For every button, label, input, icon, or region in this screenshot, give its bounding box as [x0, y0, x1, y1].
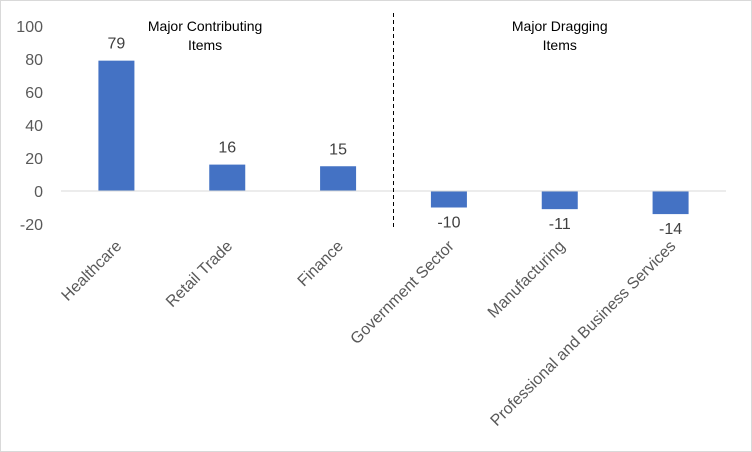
group-label-contributing-line2: Items	[188, 37, 222, 53]
data-label: 16	[218, 140, 236, 157]
bar-healthcare	[98, 60, 135, 192]
bar-government-sector	[430, 191, 467, 208]
data-label: -11	[549, 216, 571, 233]
category-label: Government Sector	[348, 237, 459, 348]
y-tick-label: 60	[25, 85, 43, 102]
category-label: Manufacturing	[485, 238, 569, 322]
data-label: -10	[437, 215, 460, 232]
y-tick-label: 100	[16, 19, 43, 36]
category-label: Finance	[295, 238, 347, 290]
group-label-dragging-line1: Major Dragging	[512, 18, 608, 34]
category-label: Healthcare	[59, 238, 126, 305]
category-label: Professional and Business Services	[488, 238, 680, 430]
data-label: 79	[108, 36, 126, 53]
bar-retail-trade	[209, 164, 246, 191]
group-label-dragging-line2: Items	[543, 37, 577, 53]
data-label: -14	[659, 221, 682, 238]
bar-professional-and-business-services	[652, 191, 689, 215]
y-tick-label: 0	[34, 184, 43, 201]
y-tick-label: 20	[25, 151, 43, 168]
y-axis: -20 0 20 40 60 80 100	[16, 19, 43, 234]
y-tick-label: -20	[20, 217, 43, 234]
data-label: 15	[329, 141, 347, 158]
category-labels: Healthcare Retail Trade Finance Government …	[59, 237, 680, 429]
bar-manufacturing	[541, 191, 578, 210]
bars	[98, 60, 689, 215]
bar-finance	[320, 166, 357, 191]
y-tick-label: 80	[25, 52, 43, 69]
data-labels: 79 16 15 -10 -11 -14	[108, 36, 683, 238]
group-label-contributing-line1: Major Contributing	[148, 18, 262, 34]
y-tick-label: 40	[25, 118, 43, 135]
category-label: Retail Trade	[163, 238, 236, 311]
